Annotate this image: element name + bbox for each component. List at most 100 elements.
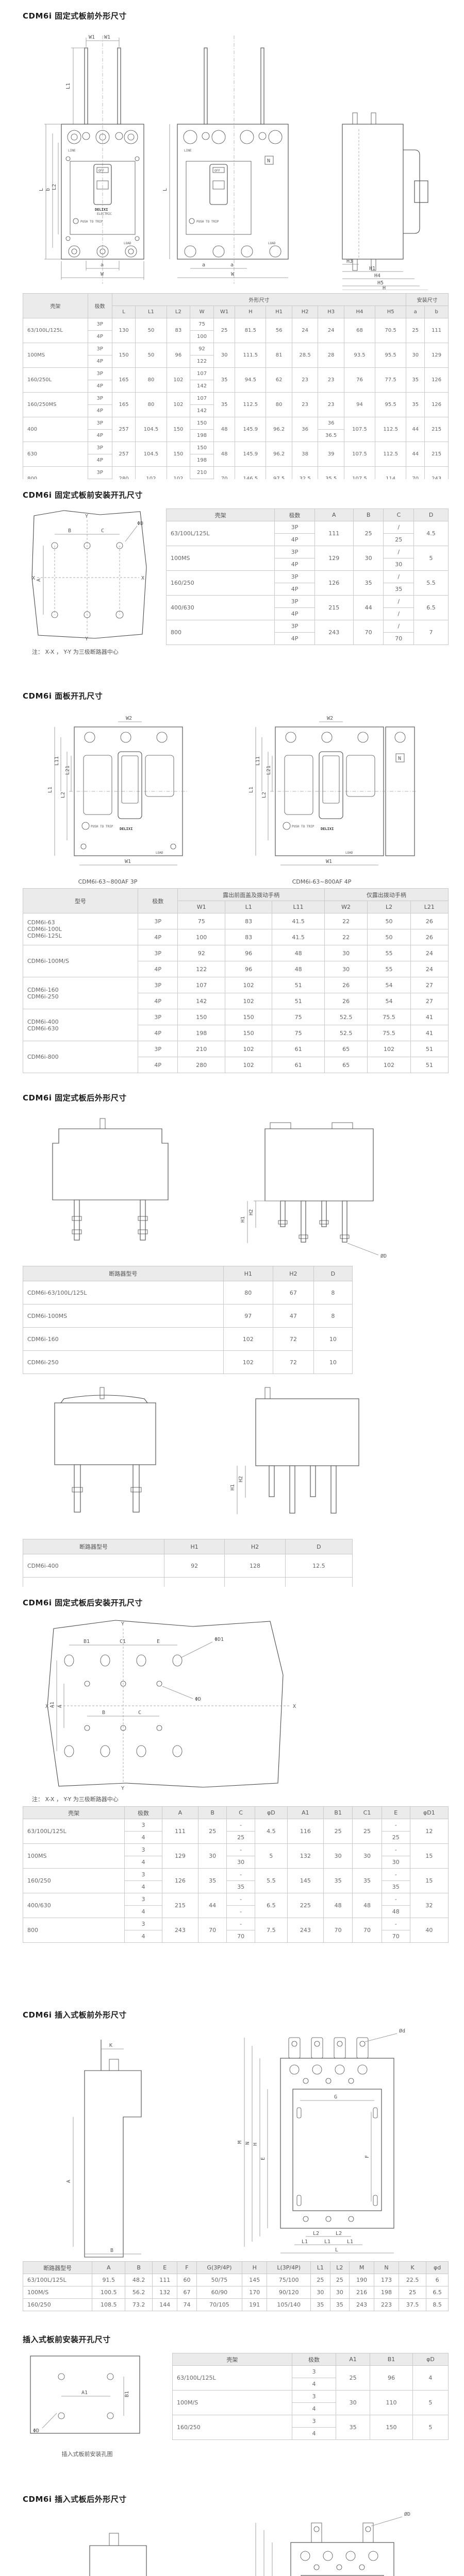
- table-row: 400/630 3 215 44-6.5 225 48 48-32: [22, 1893, 449, 1918]
- header-cell: A: [92, 2261, 126, 2274]
- table-row: 800 3P 243 70/7: [165, 620, 449, 645]
- data-cell: 107: [190, 392, 214, 405]
- svg-text:ΦD: ΦD: [33, 2428, 39, 2434]
- data-cell: 630: [23, 442, 88, 467]
- dimension-table: 型号 极数 露出前面盖及拨动手柄 仅露出拨动手柄 W1 L1 L11 W2 L2 L21 CDM6i…: [23, 888, 449, 1073]
- data-cell: 243: [349, 2298, 375, 2311]
- data-cell: 70: [353, 620, 384, 645]
- data-cell: 198: [177, 1025, 225, 1041]
- data-cell: -: [226, 1905, 256, 1918]
- data-cell: 4P: [274, 583, 315, 596]
- svg-text:PUSH TO TRIP: PUSH TO TRIP: [196, 220, 219, 224]
- data-cell: 25: [381, 1831, 410, 1844]
- data-cell: 4: [124, 1856, 162, 1869]
- header-cell: W: [190, 306, 214, 318]
- data-cell: 25: [383, 533, 415, 546]
- data-cell: 107.5: [343, 442, 376, 467]
- data-cell: 30: [383, 558, 415, 571]
- data-cell: CDM6i-630: [23, 1577, 164, 1587]
- svg-text:W: W: [231, 272, 235, 277]
- section-panel-cutout: CDM6i 面板开孔尺寸 PUSH TO TRIP DELIXI W2 L1 L…: [0, 680, 464, 1082]
- data-cell: 126: [424, 367, 449, 393]
- data-cell: 74: [177, 2298, 197, 2311]
- data-cell: 94.5: [235, 367, 267, 393]
- table-row: 4P 100: [23, 330, 449, 343]
- table-row: 断路器型号 H1 H2 D: [23, 1539, 353, 1554]
- table-row: 4P 142: [23, 380, 449, 393]
- data-cell: 3: [124, 1893, 162, 1906]
- data-cell: 4: [124, 1905, 162, 1918]
- data-cell: 122: [177, 961, 225, 977]
- table-row: CDM6i-160 CDM6i-250 3P 107 102 51 26 54 27: [23, 977, 449, 1009]
- header-cell: H4: [343, 306, 376, 318]
- data-cell: CDM6i-250: [23, 1350, 224, 1374]
- table-row: CDM6i-63 CDM6i-100L CDM6i-125L 3P 75 83 41.5…: [23, 913, 449, 945]
- header-cell: L2: [329, 2261, 350, 2274]
- data-cell: 150: [224, 1009, 273, 1025]
- data-cell: 107: [190, 367, 214, 380]
- data-cell: 67: [272, 1281, 314, 1304]
- header-cell: B1: [323, 1806, 353, 1819]
- table-row: 壳架 极数 A B C D: [165, 509, 449, 521]
- dimension-table: 壳架 极数 A B C D 63/100L/125L 3P 111 25/4.5 4P 25 100MS…: [165, 509, 449, 645]
- data-cell: 63/100L/125L: [22, 2274, 93, 2286]
- data-cell: 3P: [87, 392, 112, 405]
- data-cell: 48: [272, 961, 325, 977]
- svg-text:B1: B1: [84, 1639, 90, 1645]
- data-cell: 41.5: [272, 929, 325, 945]
- data-cell: 165: [111, 367, 136, 393]
- table-row: 壳架 极数 A1 B1 φD: [172, 2353, 449, 2366]
- data-cell: 26: [410, 929, 449, 945]
- data-cell: 102: [224, 993, 273, 1009]
- svg-text:X: X: [141, 575, 144, 581]
- svg-text:X: X: [293, 1704, 296, 1709]
- data-cell: 126: [161, 1868, 199, 1893]
- data-cell: 112.5: [375, 442, 407, 467]
- data-cell: 4.5: [413, 521, 449, 546]
- data-cell: 48: [352, 1893, 382, 1918]
- data-cell: 25: [329, 2274, 350, 2286]
- svg-text:W1: W1: [326, 859, 332, 865]
- data-cell: 6: [426, 2274, 449, 2286]
- data-cell: 26: [410, 913, 449, 929]
- data-cell: 144: [152, 2298, 178, 2311]
- data-cell: CDM6i-400: [23, 1554, 164, 1578]
- data-cell: 30: [352, 1843, 382, 1869]
- data-cell: 55: [367, 961, 411, 977]
- data-cell: 35: [406, 367, 425, 393]
- table-row: 型号 极数 露出前面盖及拨动手柄 仅露出拨动手柄: [23, 888, 449, 913]
- table-row: 800 3P 280 102 102 210 70 146.5 97.5 32.5 35.5 107.…: [23, 466, 449, 479]
- data-cell: 160/250L: [23, 367, 88, 393]
- data-cell: 150: [111, 343, 136, 368]
- data-cell: 25: [310, 2274, 330, 2286]
- dimension-table: 壳架 极数 A1 B1 φD 63/100L/125L 3 25 96 4 4 100M/S 3 30 11…: [172, 2353, 449, 2440]
- data-cell: 102: [223, 1350, 273, 1374]
- table-row: CDM6i-6309212812.5: [23, 1577, 353, 1587]
- table-row: 4P 198 36.5: [23, 429, 449, 442]
- data-cell: 114: [375, 466, 407, 479]
- section-title: CDM6i 固定式板前安装开孔尺寸: [23, 490, 143, 500]
- data-cell: 110: [370, 2390, 413, 2415]
- data-cell: /: [383, 521, 415, 534]
- svg-text:H2: H2: [238, 1476, 244, 1482]
- data-cell: 104.5: [135, 417, 167, 442]
- svg-text:L2: L2: [52, 184, 57, 190]
- data-cell: 102: [367, 1057, 411, 1073]
- data-cell: 80: [266, 392, 292, 417]
- header-cell: 仅露出拨动手柄: [324, 888, 449, 901]
- svg-text:L11: L11: [255, 756, 261, 766]
- data-cell: 5.5: [413, 570, 449, 596]
- data-cell: 216: [349, 2286, 375, 2299]
- drawing-note: 注： X-X ， Y-Y 为三极断路器中心: [32, 649, 119, 655]
- data-cell: 50: [135, 318, 167, 343]
- data-cell: 132: [287, 1843, 324, 1869]
- svg-text:LOAD: LOAD: [156, 851, 163, 855]
- data-cell: -: [381, 1819, 410, 1832]
- data-cell: 4P: [274, 607, 315, 620]
- svg-text:a: a: [202, 262, 205, 268]
- data-cell: 100M/S: [22, 2286, 93, 2299]
- table-row: 4P 280 102 61 65 102 51: [23, 1057, 449, 1073]
- data-cell: 48.2: [125, 2274, 153, 2286]
- data-cell: 60/90: [196, 2286, 243, 2299]
